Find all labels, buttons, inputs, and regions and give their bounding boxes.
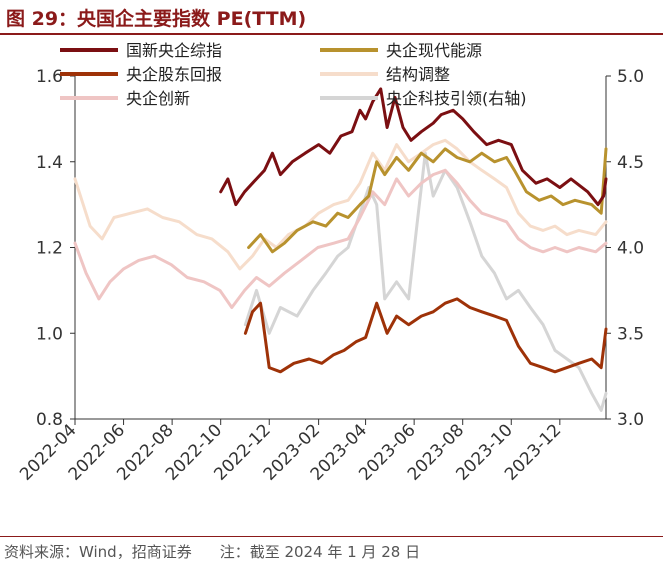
title-rule <box>0 33 663 35</box>
series-line-2 <box>247 147 608 254</box>
legend-label: 央企创新 <box>126 89 190 108</box>
right-y-tick-label: 5.0 <box>617 67 644 87</box>
source-text: 资料来源：Wind，招商证券 <box>4 543 192 561</box>
right-y-axis-ticks: 3.0 3.5 4.0 4.5 5.0 <box>606 67 644 430</box>
left-y-tick-label: 1.2 <box>36 239 63 259</box>
right-y-tick-label: 3.0 <box>617 410 644 430</box>
plot-area: 2022-042022-062022-082022-102022-122023-… <box>16 67 644 485</box>
left-y-tick-label: 1.4 <box>36 153 63 173</box>
left-y-tick-label: 0.8 <box>36 410 63 430</box>
series-line-3 <box>243 297 608 374</box>
footer-rule <box>0 536 663 537</box>
series-line-4 <box>73 138 608 271</box>
series-line-1 <box>219 87 608 207</box>
series-layer <box>73 87 608 412</box>
note-text: 注：截至 2024 年 1 月 28 日 <box>219 543 421 561</box>
figure-title: 图 29：央国企主要指数 PE(TTM) <box>6 8 307 30</box>
legend-label: 国新央企综指 <box>126 41 222 60</box>
legend-label: 央企现代能源 <box>386 41 482 60</box>
pe-line-chart: 2022-042022-062022-082022-102022-122023-… <box>16 41 644 485</box>
left-y-axis-ticks: 0.8 1.0 1.2 1.4 1.6 <box>36 67 75 430</box>
right-y-tick-label: 4.5 <box>617 153 644 173</box>
right-y-tick-label: 4.0 <box>617 239 644 259</box>
legend-label: 央企科技引领(右轴) <box>386 89 527 108</box>
series-line-6 <box>243 151 608 412</box>
right-y-tick-label: 3.5 <box>617 324 644 344</box>
legend-label: 央企股东回报 <box>126 65 222 84</box>
x-axis-ticks: 2022-042022-062022-082022-102022-122023-… <box>16 419 565 485</box>
left-y-tick-label: 1.6 <box>36 67 63 87</box>
footer: 资料来源：Wind，招商证券 注：截至 2024 年 1 月 28 日 <box>4 541 420 562</box>
legend-label: 结构调整 <box>386 65 450 84</box>
series-line-5 <box>73 168 608 309</box>
left-y-tick-label: 1.0 <box>36 324 63 344</box>
